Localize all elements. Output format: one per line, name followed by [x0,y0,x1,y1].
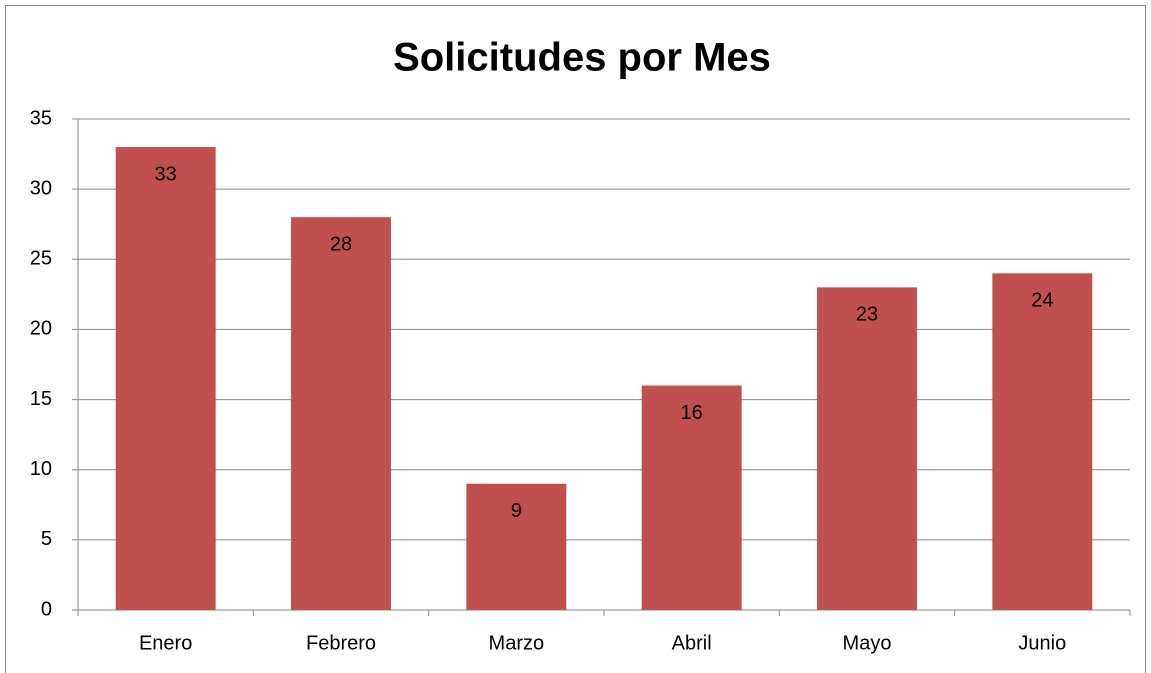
x-tick-label: Marzo [489,632,545,654]
data-label: 23 [856,304,878,326]
data-label: 28 [330,233,352,255]
bar [992,273,1093,610]
data-label: 9 [511,500,522,522]
chart-title: Solicitudes por Mes [393,36,771,80]
data-label: 16 [681,402,703,424]
y-tick-label: 5 [41,528,52,550]
chart-border [5,5,1146,673]
y-tick-label: 35 [30,107,52,129]
bar [641,385,742,610]
y-tick-label: 15 [30,388,52,410]
data-label: 33 [155,163,177,185]
bar [817,287,917,610]
bar [115,147,216,611]
y-tick-label: 30 [30,177,52,199]
bar [291,217,391,610]
y-tick-label: 0 [41,598,52,620]
x-tick-label: Junio [1018,632,1066,654]
y-tick-label: 20 [30,318,52,340]
data-label: 24 [1031,290,1053,312]
x-tick-label: Enero [139,632,192,654]
x-tick-label: Abril [672,632,712,654]
x-tick-label: Mayo [843,632,892,654]
y-tick-label: 25 [30,248,52,270]
y-tick-label: 10 [30,458,52,480]
x-tick-label: Febrero [306,632,376,654]
bar [466,483,567,610]
